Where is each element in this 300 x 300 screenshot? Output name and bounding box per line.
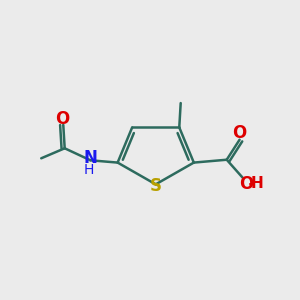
- Text: H: H: [84, 163, 94, 177]
- Text: O: O: [55, 110, 69, 128]
- Text: S: S: [150, 177, 162, 195]
- Text: H: H: [250, 176, 263, 191]
- Text: O: O: [232, 124, 247, 142]
- Text: N: N: [83, 149, 98, 167]
- Text: O: O: [240, 175, 254, 193]
